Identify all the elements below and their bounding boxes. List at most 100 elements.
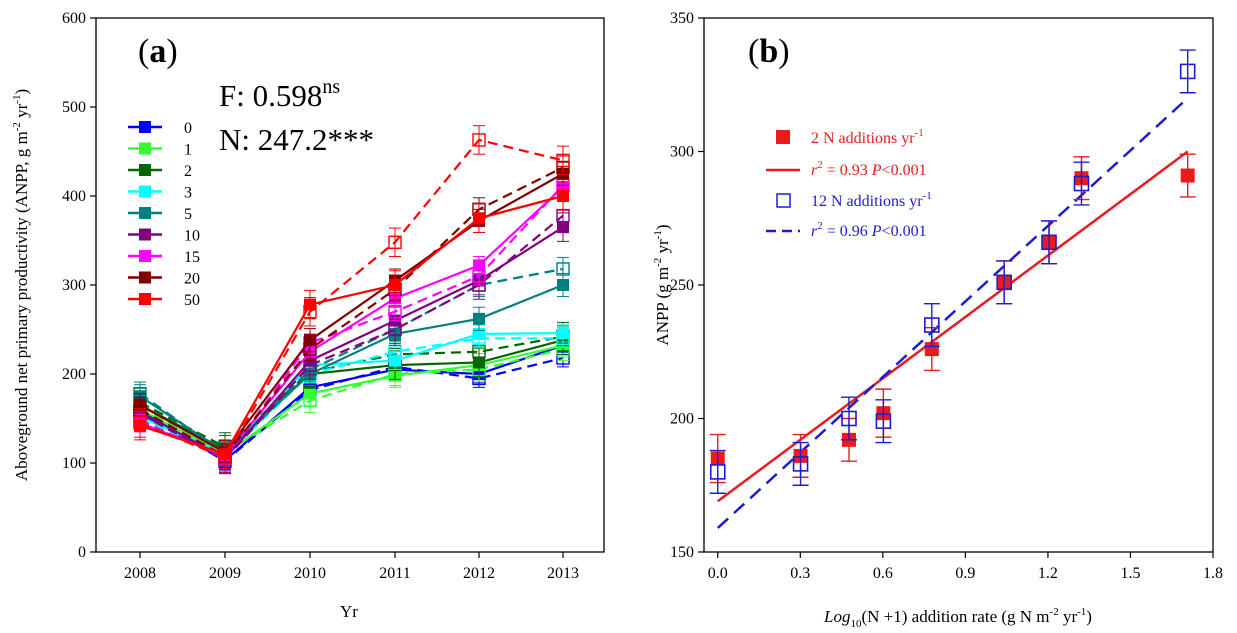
panel-a-x-axis-label: Yr [340, 602, 358, 621]
data-point-open [472, 133, 486, 147]
x-tick-label: 0.9 [955, 565, 975, 582]
x-tick-label: 0.0 [708, 565, 728, 582]
legend-label-2n: 2 N additions yr-1 [811, 127, 924, 147]
series-5-solid-line [139, 283, 564, 454]
y-tick-label: 200 [62, 366, 86, 383]
fit-line-12n [716, 97, 1189, 529]
data-point-open [709, 464, 726, 480]
data-point-open [924, 317, 940, 333]
data-point-filled [557, 327, 569, 340]
legend-marker-1 [139, 142, 151, 155]
panel-b-x-ticks: 0.0 0.3 0.6 0.9 1.2 1.5 1.8 [708, 552, 1223, 582]
panel-b-legend: 2 N additions yr-1 r2 = 0.93 P<0.001 12 … [766, 127, 932, 240]
panel-a-x-ticks: 2008 2009 2010 2011 2012 2013 [124, 552, 579, 582]
y-tick-label: 500 [62, 99, 86, 116]
legend-label-12n: 12 N additions yr-1 [811, 190, 932, 210]
panel-b: 150 200 250 300 350 0.0 0.3 0.6 0.9 1.2 1.5 1.8 (b… [652, 10, 1223, 630]
data-point-open [792, 456, 809, 472]
legend-marker-12n [776, 193, 791, 208]
legend-stat-12n: r2 = 0.96 P<0.001 [811, 220, 927, 240]
y-tick-label: 350 [670, 10, 694, 27]
data-point-open [1041, 234, 1057, 251]
data-point-filled [134, 419, 146, 432]
data-point-open [556, 153, 570, 168]
fit-line-2n [717, 150, 1189, 503]
x-tick-label: 0.3 [790, 565, 810, 582]
x-tick-label: 1.2 [1038, 565, 1058, 582]
panel-b-y-axis-label: ANPP (g m-2 yr-1) [652, 224, 672, 345]
data-point-filled [389, 279, 401, 291]
panel-b-label: (b) [748, 33, 790, 70]
x-tick-label: 2010 [294, 565, 326, 582]
legend-marker-2 [139, 164, 151, 176]
series-50-solid-line [139, 194, 564, 456]
y-tick-label: 0 [78, 544, 86, 561]
legend-label-10: 10 [184, 228, 200, 245]
data-point-open [388, 235, 402, 249]
data-point-filled [557, 190, 569, 202]
data-point-filled [304, 334, 316, 347]
data-point-filled [1180, 168, 1195, 183]
series-2-solid-line [139, 339, 564, 451]
y-tick-label: 300 [670, 144, 694, 161]
legend-marker-10 [139, 228, 151, 241]
legend-marker-50 [139, 293, 151, 305]
data-point-open [1073, 175, 1090, 192]
data-point-filled [557, 221, 569, 234]
legend-label-15: 15 [184, 249, 200, 266]
n-statistic: N: 247.2*** [219, 122, 374, 157]
data-point-open [841, 410, 857, 427]
panel-a-frame [95, 17, 605, 553]
series-15-dashed-line [139, 184, 564, 460]
series-5-dashed-line [139, 267, 564, 456]
legend-label-1: 1 [184, 142, 192, 159]
data-point-filled [473, 356, 485, 369]
panel-b-y-ticks: 150 200 250 300 350 [670, 10, 704, 561]
data-point-filled [389, 354, 401, 367]
legend-marker-0 [139, 121, 151, 133]
legend-marker-5 [139, 207, 151, 219]
legend-marker-15 [139, 250, 151, 262]
x-tick-label: 2011 [379, 565, 410, 582]
y-tick-label: 600 [62, 10, 86, 27]
x-tick-label: 1.5 [1120, 565, 1140, 582]
panel-b-frame [703, 17, 1214, 553]
series-10-solid-line [139, 226, 564, 460]
data-point-filled [304, 387, 316, 400]
x-tick-label: 2012 [463, 565, 495, 582]
y-tick-label: 150 [670, 544, 694, 561]
series-50-dashed-line [139, 138, 564, 460]
panel-a-y-ticks: 0 100 200 300 400 500 600 [62, 10, 96, 561]
data-point-open [1179, 63, 1196, 80]
x-tick-label: 1.8 [1203, 565, 1223, 582]
y-tick-label: 200 [670, 411, 694, 428]
data-point-filled [557, 279, 569, 291]
x-tick-label: 2013 [547, 565, 579, 582]
series-2-dashed-line [139, 335, 564, 449]
x-tick-label: 0.6 [873, 565, 893, 582]
x-tick-label: 2009 [209, 565, 241, 582]
y-tick-label: 300 [62, 277, 86, 294]
data-point-filled [473, 212, 485, 225]
panel-a-y-axis-label: Aboveground net primary productivity (AN… [11, 89, 31, 481]
data-point-open [996, 274, 1012, 291]
y-tick-label: 250 [670, 277, 694, 294]
data-point-filled [473, 259, 485, 272]
legend-marker-2n [776, 130, 790, 144]
panel-b-x-axis-label: Log10(N +1) addition rate (g N m-2 yr-1) [823, 606, 1092, 630]
legend-label-0: 0 [184, 120, 192, 137]
legend-marker-20 [139, 271, 151, 284]
y-tick-label: 400 [62, 188, 86, 205]
panel-b-points [709, 49, 1196, 494]
series-20-solid-line [139, 172, 564, 454]
series-20-dashed-line [139, 166, 564, 458]
panel-a-series-lines [133, 125, 570, 475]
legend-label-5: 5 [184, 206, 192, 223]
legend-label-2: 2 [184, 163, 192, 180]
legend-stat-2n: r2 = 0.93 P<0.001 [811, 159, 927, 179]
legend-marker-3 [139, 185, 151, 198]
data-point-filled [924, 342, 939, 357]
data-point-open [875, 413, 892, 429]
